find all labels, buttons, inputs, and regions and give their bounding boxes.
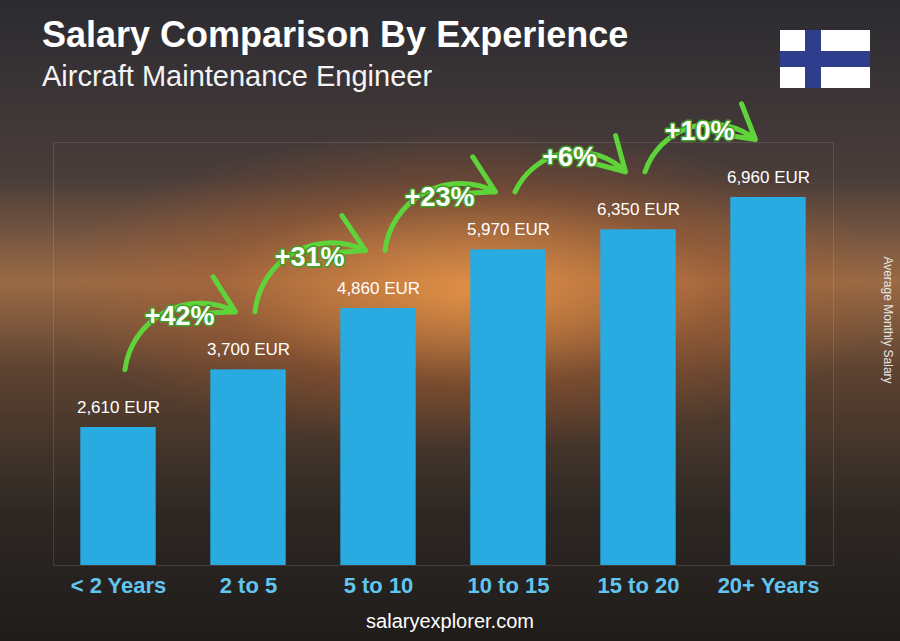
svg-text:+23%: +23%	[405, 182, 475, 212]
svg-text:2,610 EUR: 2,610 EUR	[77, 398, 160, 417]
svg-text:2 to 5: 2 to 5	[220, 573, 277, 598]
svg-text:10 to 15: 10 to 15	[468, 573, 550, 598]
svg-text:6,350 EUR: 6,350 EUR	[597, 200, 680, 219]
svg-text:6,960 EUR: 6,960 EUR	[727, 168, 810, 187]
html-text:salaryexplorer.com: salaryexplorer.com	[366, 610, 534, 632]
html-text:Salary Comparison By Experienc: Salary Comparison By Experience	[42, 14, 629, 55]
html-text:Average Monthly Salary: Average Monthly Salary	[881, 256, 895, 384]
html-text:Aircraft Maintenance Engineer: Aircraft Maintenance Engineer	[42, 60, 433, 92]
svg-text:+10%: +10%	[665, 116, 735, 146]
svg-text:+42%: +42%	[145, 301, 215, 331]
svg-text:5 to 10: 5 to 10	[344, 573, 414, 598]
svg-text:4,860 EUR: 4,860 EUR	[337, 279, 420, 298]
svg-text:< 2 Years: < 2 Years	[71, 573, 167, 598]
svg-text:20+ Years: 20+ Years	[718, 573, 820, 598]
svg-text:15 to 20: 15 to 20	[598, 573, 680, 598]
svg-text:+6%: +6%	[542, 142, 597, 172]
svg-text:5,970 EUR: 5,970 EUR	[467, 220, 550, 239]
svg-text:+31%: +31%	[275, 242, 345, 272]
svg-text:3,700 EUR: 3,700 EUR	[207, 340, 290, 359]
